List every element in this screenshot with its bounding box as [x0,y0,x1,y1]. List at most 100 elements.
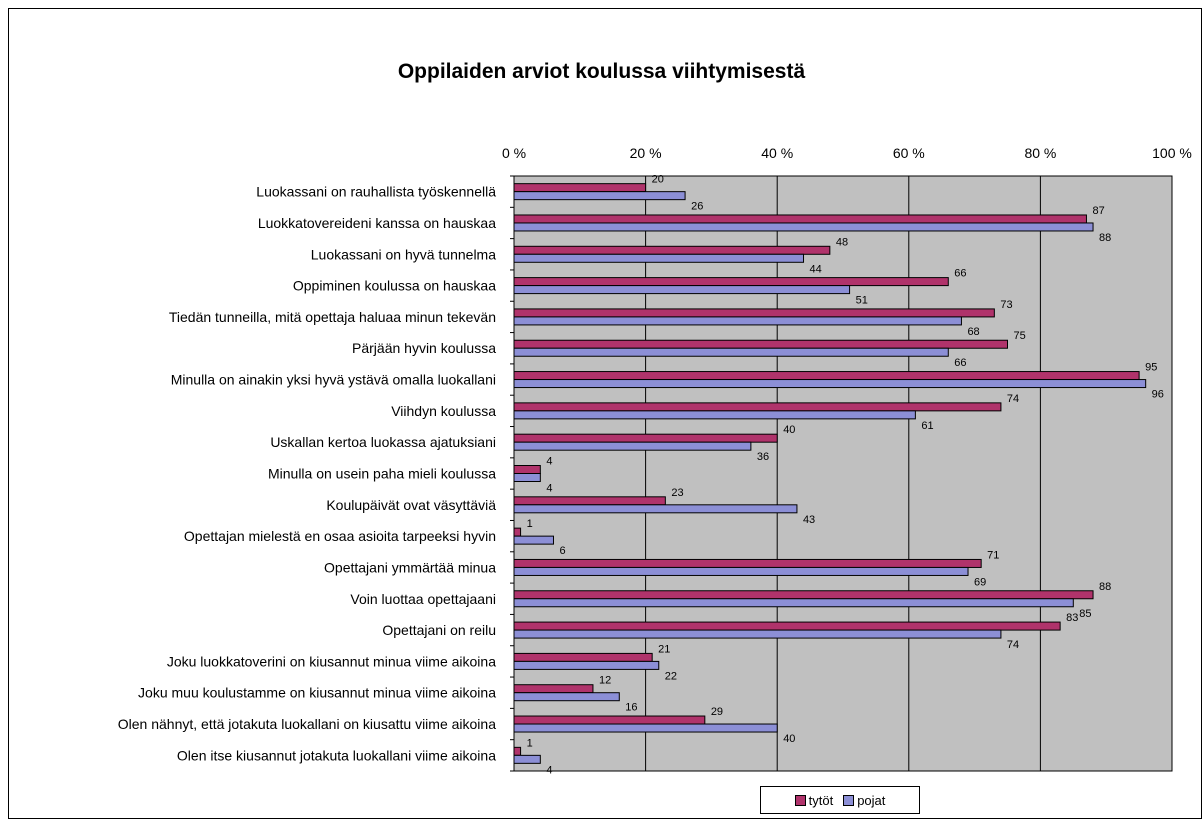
data-label-girls: 95 [1145,362,1157,374]
data-label-girls: 23 [671,487,683,499]
data-label-girls: 12 [599,675,611,687]
data-label-boys: 51 [856,295,868,307]
data-label-boys: 61 [921,420,933,432]
data-label-boys: 43 [803,514,815,526]
category-label: Voin luottaa opettajaani [350,591,496,607]
data-label-girls: 75 [1014,330,1026,342]
bar-boys [513,504,798,514]
data-label-boys: 40 [783,733,795,745]
legend: tytöt pojat [760,786,920,814]
category-label: Koulupäivät ovat väsyttäviä [326,497,496,513]
category-label: Olen itse kiusannut jotakuta luokallani … [177,747,496,763]
data-label-boys: 36 [757,451,769,463]
data-label-boys: 74 [1007,639,1019,651]
bar-girls [513,496,666,506]
data-label-girls: 73 [1000,299,1012,311]
bar-girls [513,558,982,568]
category-label: Oppiminen koulussa on hauskaa [293,278,496,294]
x-tick-label: 40 % [761,145,793,161]
category-label: Minulla on ainakin yksi hyvä ystävä omal… [171,372,496,388]
category-label: Opettajan mielestä en osaa asioita tarpe… [184,528,496,544]
x-tick-label: 80 % [1024,145,1056,161]
bar-girls [513,652,653,662]
bar-boys [513,473,541,482]
data-label-girls: 1 [527,518,533,530]
legend-label-girls: tytöt [808,792,834,808]
bar-boys [513,347,949,357]
bar-boys [513,629,1002,639]
data-label-boys: 22 [665,670,677,682]
bar-boys [513,222,1094,232]
bar-girls [513,465,541,474]
category-label: Luokkatovereideni kanssa on hauskaa [258,215,496,231]
x-tick-label: 0 % [502,145,526,161]
bar-boys [513,598,1074,608]
data-label-boys: 69 [974,576,986,588]
data-label-girls: 20 [652,174,664,186]
x-tick-label: 100 % [1152,145,1192,161]
data-label-boys: 66 [954,357,966,369]
bar-girls [513,527,522,537]
data-label-girls: 66 [954,268,966,280]
bar-girls [513,371,1140,381]
bar-girls [513,214,1087,224]
bar-girls [513,308,995,318]
data-label-girls: 88 [1099,581,1111,593]
bar-boys [513,410,916,420]
data-label-boys: 6 [559,545,565,557]
bar-girls [513,621,1061,631]
data-label-girls: 40 [783,424,795,436]
data-label-girls: 29 [711,706,723,718]
data-label-girls: 71 [987,549,999,561]
x-tick-label: 60 % [893,145,925,161]
bar-girls [513,245,831,255]
category-label: Olen nähnyt, että jotakuta luokallani on… [118,716,496,732]
data-label-boys: 44 [810,263,822,275]
data-label-girls: 48 [836,236,848,248]
x-tick-label: 20 % [630,145,662,161]
category-label: Luokassani on hyvä tunnelma [311,246,496,262]
bar-boys [513,379,1147,389]
legend-item-girls: tytöt [794,792,834,808]
bar-boys [513,191,686,201]
legend-swatch-girls [794,794,806,806]
category-label: Joku muu koulustamme on kiusannut minua … [138,685,496,701]
bar-boys [513,566,969,576]
data-label-boys: 16 [625,702,637,714]
category-label: Minulla on usein paha mieli koulussa [268,466,496,482]
legend-swatch-boys [843,794,855,806]
data-label-girls: 87 [1092,205,1104,217]
bar-girls [513,590,1094,600]
data-label-boys: 85 [1079,608,1091,620]
category-label: Opettajani on reilu [382,622,496,638]
bar-boys [513,692,620,702]
bar-boys [513,535,554,545]
data-label-girls: 1 [527,737,533,749]
category-label: Uskallan kertoa luokassa ajatuksiani [270,434,496,450]
bar-boys [513,441,752,451]
category-label: Opettajani ymmärtää minua [324,559,496,575]
bar-boys [513,253,805,263]
bar-girls [513,684,594,694]
legend-item-boys: pojat [843,793,885,808]
data-label-boys: 88 [1099,232,1111,244]
data-label-boys: 4 [546,764,552,776]
data-label-girls: 21 [658,643,670,655]
bar-girls [513,277,949,287]
bar-boys [513,660,660,670]
bar-girls [513,433,778,443]
category-label: Joku luokkatoverini on kiusannut minua v… [167,653,496,669]
bar-boys [513,723,778,733]
bar-boys [513,316,962,326]
bar-girls [513,339,1008,349]
bar-boys [513,754,541,764]
data-label-girls: 4 [546,456,552,468]
data-label-girls: 83 [1066,612,1078,624]
data-label-boys: 96 [1152,389,1164,401]
data-label-boys: 68 [967,326,979,338]
chart-title: Oppilaiden arviot koulussa viihtymisestä [397,60,806,83]
bar-girls [513,746,522,756]
bar-boys [513,285,851,295]
category-label: Tiedän tunneilla, mitä opettaja haluaa m… [169,309,496,325]
